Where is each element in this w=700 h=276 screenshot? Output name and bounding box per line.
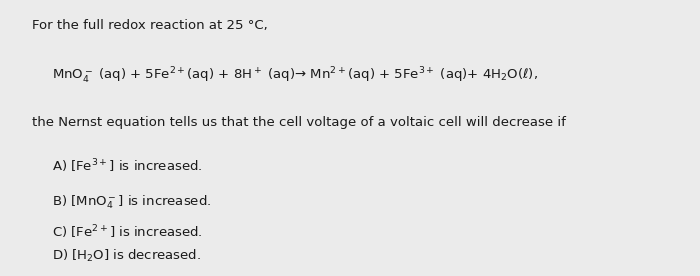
Text: the Nernst equation tells us that the cell voltage of a voltaic cell will decrea: the Nernst equation tells us that the ce…: [32, 116, 566, 129]
Text: B) [MnO$_4^-$] is increased.: B) [MnO$_4^-$] is increased.: [52, 193, 211, 211]
Text: MnO$_4^-$ (aq) + 5Fe$^{2+}$(aq) + 8H$^+$ (aq)→ Mn$^{2+}$(aq) + 5Fe$^{3+}$ (aq)+ : MnO$_4^-$ (aq) + 5Fe$^{2+}$(aq) + 8H$^+$…: [52, 66, 538, 86]
Text: A) [Fe$^{3+}$] is increased.: A) [Fe$^{3+}$] is increased.: [52, 157, 203, 175]
Text: For the full redox reaction at 25 °C,: For the full redox reaction at 25 °C,: [32, 19, 267, 32]
Text: D) [H$_2$O] is decreased.: D) [H$_2$O] is decreased.: [52, 248, 202, 264]
Text: C) [Fe$^{2+}$] is increased.: C) [Fe$^{2+}$] is increased.: [52, 224, 203, 241]
